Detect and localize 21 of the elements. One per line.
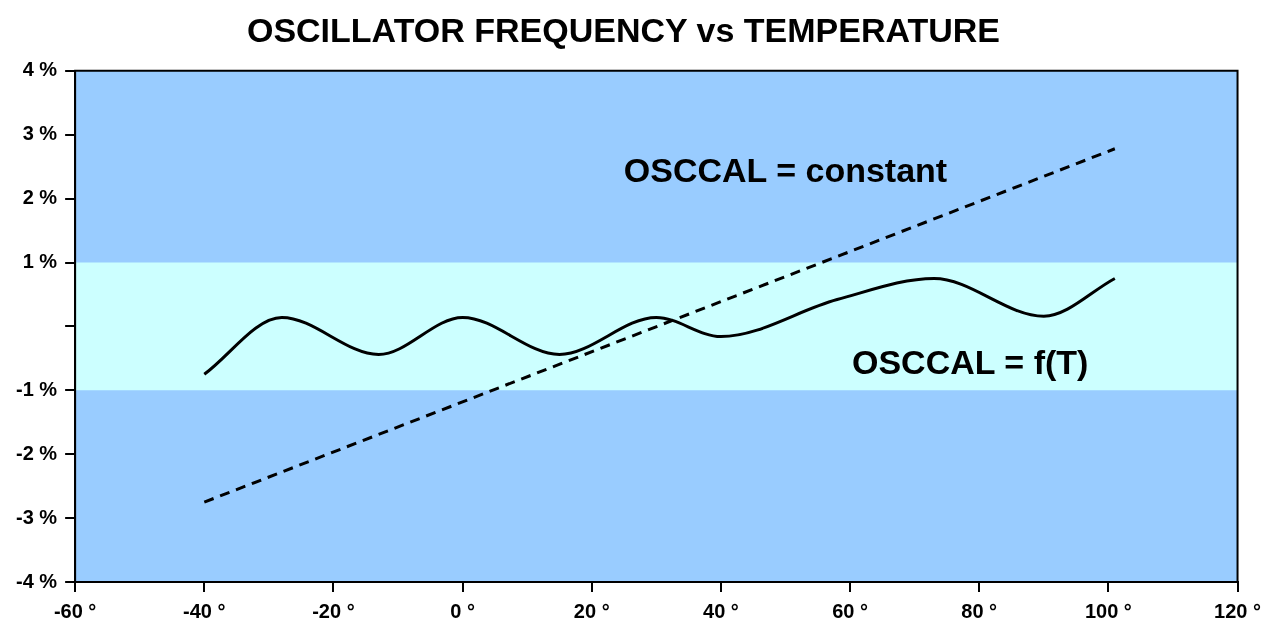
x-tick-label: -40 ° (183, 599, 226, 622)
y-tick-label: -3 % (16, 505, 58, 528)
y-tick-label: 4 % (22, 58, 58, 81)
x-tick-label: 40 ° (703, 599, 739, 622)
series-label: OSCCAL = f(T) (851, 343, 1089, 382)
y-tick-label: -1 % (16, 377, 58, 400)
series-label: OSCCAL = constant (623, 151, 948, 190)
y-tick-label: -4 % (16, 569, 58, 592)
y-tick-label: -2 % (16, 441, 58, 464)
chart-title: OSCILLATOR FREQUENCY vs TEMPERATURE (246, 10, 1001, 49)
y-tick-label: 2 % (22, 186, 58, 209)
x-tick-label: 80 ° (961, 599, 998, 622)
y-tick-label: 3 % (22, 122, 58, 145)
x-tick-label: -60 ° (53, 599, 97, 622)
y-tick-label: 1 % (22, 250, 58, 273)
x-tick-label: 0 ° (450, 599, 475, 622)
x-tick-label: 20 ° (573, 599, 610, 622)
x-tick-label: 100 ° (1084, 599, 1132, 622)
x-tick-label: 60 ° (832, 599, 868, 622)
x-tick-label: 120 ° (1214, 599, 1262, 622)
x-tick-label: -20 ° (312, 599, 355, 622)
